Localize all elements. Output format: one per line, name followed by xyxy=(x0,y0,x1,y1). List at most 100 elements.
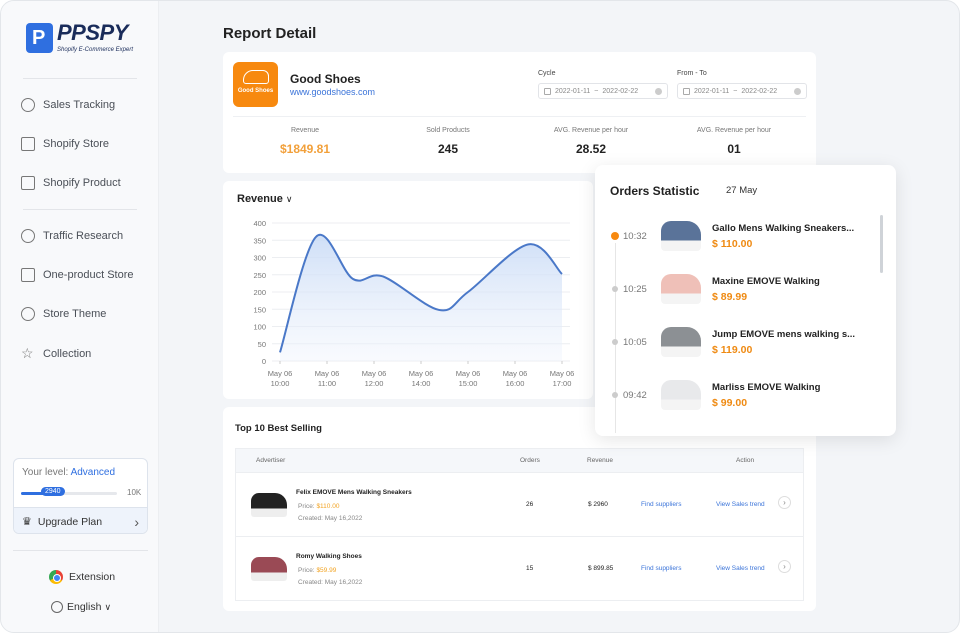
shoe-image xyxy=(661,380,701,410)
product-name[interactable]: Felix EMOVE Mens Walking Sneakers xyxy=(296,489,412,496)
find-suppliers-link[interactable]: Find suppliers xyxy=(641,565,682,572)
clear-icon[interactable] xyxy=(794,87,801,95)
divider xyxy=(23,78,137,79)
sidebar-item-store-theme[interactable]: Store Theme xyxy=(21,307,106,321)
stat-value: 28.52 xyxy=(575,142,607,156)
level-value: Advanced xyxy=(70,467,116,478)
stat-label: Sold Products xyxy=(426,127,470,134)
stat-sold-products: Sold Products 245 xyxy=(388,127,508,156)
store-name: Good Shoes xyxy=(290,72,361,86)
orders-value: 26 xyxy=(526,501,534,508)
y-tick-label: 400 xyxy=(253,219,266,228)
target-icon xyxy=(21,98,35,112)
cycle-label: Cycle xyxy=(538,70,556,77)
date-end: 2022-02-22 xyxy=(602,87,639,95)
star-icon: ☆ xyxy=(21,345,34,361)
price-label: Price: xyxy=(298,503,315,510)
stat-label: Revenue xyxy=(290,127,320,134)
stat-value: 245 xyxy=(437,142,459,156)
cycle-date-input[interactable]: 2022-01-11 ~2022-02-22 xyxy=(538,83,668,99)
x-tick-label: May 06 15:00 xyxy=(456,369,481,388)
table-header: Advertiser Orders Revenue Action xyxy=(236,449,803,472)
sidebar-item-label: Sales Tracking xyxy=(43,99,116,111)
chart-metric-dropdown[interactable]: Revenue ∨ xyxy=(237,193,293,205)
price-label: Price: xyxy=(298,567,315,574)
language-selector[interactable]: English ∨ xyxy=(51,601,111,613)
product-created: Created: May 16,2022 xyxy=(298,579,362,586)
y-tick-label: 200 xyxy=(253,288,266,297)
order-item[interactable]: 09:42 Marliss EMOVE Walking $ 99.00 xyxy=(611,380,881,420)
brand-tagline: Shopify E-Commerce Expert xyxy=(57,47,134,53)
stat-value: 01 xyxy=(727,142,741,156)
order-price: $ 110.00 xyxy=(712,238,753,250)
product-image xyxy=(251,493,287,517)
clear-icon[interactable] xyxy=(655,87,662,95)
scrollbar[interactable] xyxy=(880,215,883,273)
order-price: $ 89.99 xyxy=(712,291,748,303)
logo-bag-icon xyxy=(26,22,53,53)
page-title: Report Detail xyxy=(223,25,317,42)
store-icon xyxy=(21,137,35,151)
find-suppliers-link[interactable]: Find suppliers xyxy=(641,501,682,508)
calendar-icon xyxy=(683,87,690,95)
chevron-down-icon: ∨ xyxy=(104,601,112,612)
orders-date: 27 May xyxy=(726,185,758,196)
product-image xyxy=(251,557,287,581)
sidebar-item-shopify-store[interactable]: Shopify Store xyxy=(21,137,109,151)
date-sep: ~ xyxy=(594,87,599,95)
order-time: 10:25 xyxy=(623,284,647,295)
range-label: From - To xyxy=(677,70,707,77)
extension-link[interactable]: Extension xyxy=(49,570,115,584)
sidebar-item-traffic-research[interactable]: Traffic Research xyxy=(21,229,123,243)
sidebar-item-collection[interactable]: ☆ Collection xyxy=(21,345,91,361)
product-name[interactable]: Romy Walking Shoes xyxy=(296,553,362,560)
revenue-value: $ 899.85 xyxy=(588,565,614,572)
chevron-right-icon: › xyxy=(134,513,139,530)
order-item[interactable]: 10:05 Jump EMOVE mens walking s... $ 119… xyxy=(611,327,881,367)
range-date-input[interactable]: 2022-01-11 ~2022-02-22 xyxy=(677,83,807,99)
col-revenue: Revenue xyxy=(587,457,614,464)
logo[interactable]: PPSPY Shopify E-Commerce Expert xyxy=(26,21,133,54)
stat-revenue: Revenue $1849.81 xyxy=(245,127,365,156)
extension-label: Extension xyxy=(69,571,116,583)
created-label: Created: xyxy=(298,515,323,522)
created-value: May 16,2022 xyxy=(324,579,363,586)
best-selling-table: Advertiser Orders Revenue Action Felix E… xyxy=(235,448,804,601)
divider xyxy=(13,550,148,551)
level-label: Your level: xyxy=(22,467,69,478)
x-tick-label: May 06 12:00 xyxy=(362,369,387,388)
order-price: $ 99.00 xyxy=(712,397,748,409)
chevron-right-icon[interactable]: › xyxy=(778,560,791,573)
sidebar-item-label: One-product Store xyxy=(43,269,134,281)
stat-label: AVG. Revenue per hour xyxy=(696,127,772,134)
crown-icon: ♛ xyxy=(22,516,32,528)
y-tick-label: 350 xyxy=(253,236,266,245)
timeline-dot xyxy=(612,286,618,292)
order-item[interactable]: 10:25 Maxine EMOVE Walking $ 89.99 xyxy=(611,274,881,314)
sidebar-item-one-product-store[interactable]: One-product Store xyxy=(21,268,134,282)
chevron-right-icon[interactable]: › xyxy=(778,496,791,509)
view-sales-trend-link[interactable]: View Sales trend xyxy=(716,565,765,572)
sidebar-item-label: Shopify Product xyxy=(43,177,121,189)
globe-icon xyxy=(51,601,63,613)
y-tick-label: 50 xyxy=(258,340,266,349)
timeline-dot xyxy=(612,392,618,398)
col-orders: Orders xyxy=(520,457,540,464)
revenue-chart-card: Revenue ∨ 0 50 100 150 200 250 300 350 400 May 06… xyxy=(223,181,593,399)
store-url[interactable]: www.goodshoes.com xyxy=(290,87,376,97)
view-sales-trend-link[interactable]: View Sales trend xyxy=(716,501,765,508)
sidebar-item-shopify-product[interactable]: Shopify Product xyxy=(21,176,121,190)
revenue-value: $ 2960 xyxy=(588,501,608,508)
palette-icon xyxy=(21,307,35,321)
sidebar-item-sales-tracking[interactable]: Sales Tracking xyxy=(21,98,115,112)
divider xyxy=(23,209,137,210)
order-product-name: Gallo Mens Walking Sneakers... xyxy=(712,223,855,234)
shoe-image xyxy=(661,327,701,357)
level-progress-badge: 2940 xyxy=(41,487,65,496)
order-item[interactable]: 10:32 Gallo Mens Walking Sneakers... $ 1… xyxy=(611,221,881,261)
stat-avg-revenue: AVG. Revenue per hour 28.52 xyxy=(531,127,651,156)
upgrade-plan-button[interactable]: ♛ Upgrade Plan › xyxy=(14,507,147,533)
order-product-name: Jump EMOVE mens walking s... xyxy=(712,329,856,340)
store-summary-card: Good Shoes Good Shoes www.goodshoes.com … xyxy=(223,52,816,173)
box-icon xyxy=(21,176,35,190)
